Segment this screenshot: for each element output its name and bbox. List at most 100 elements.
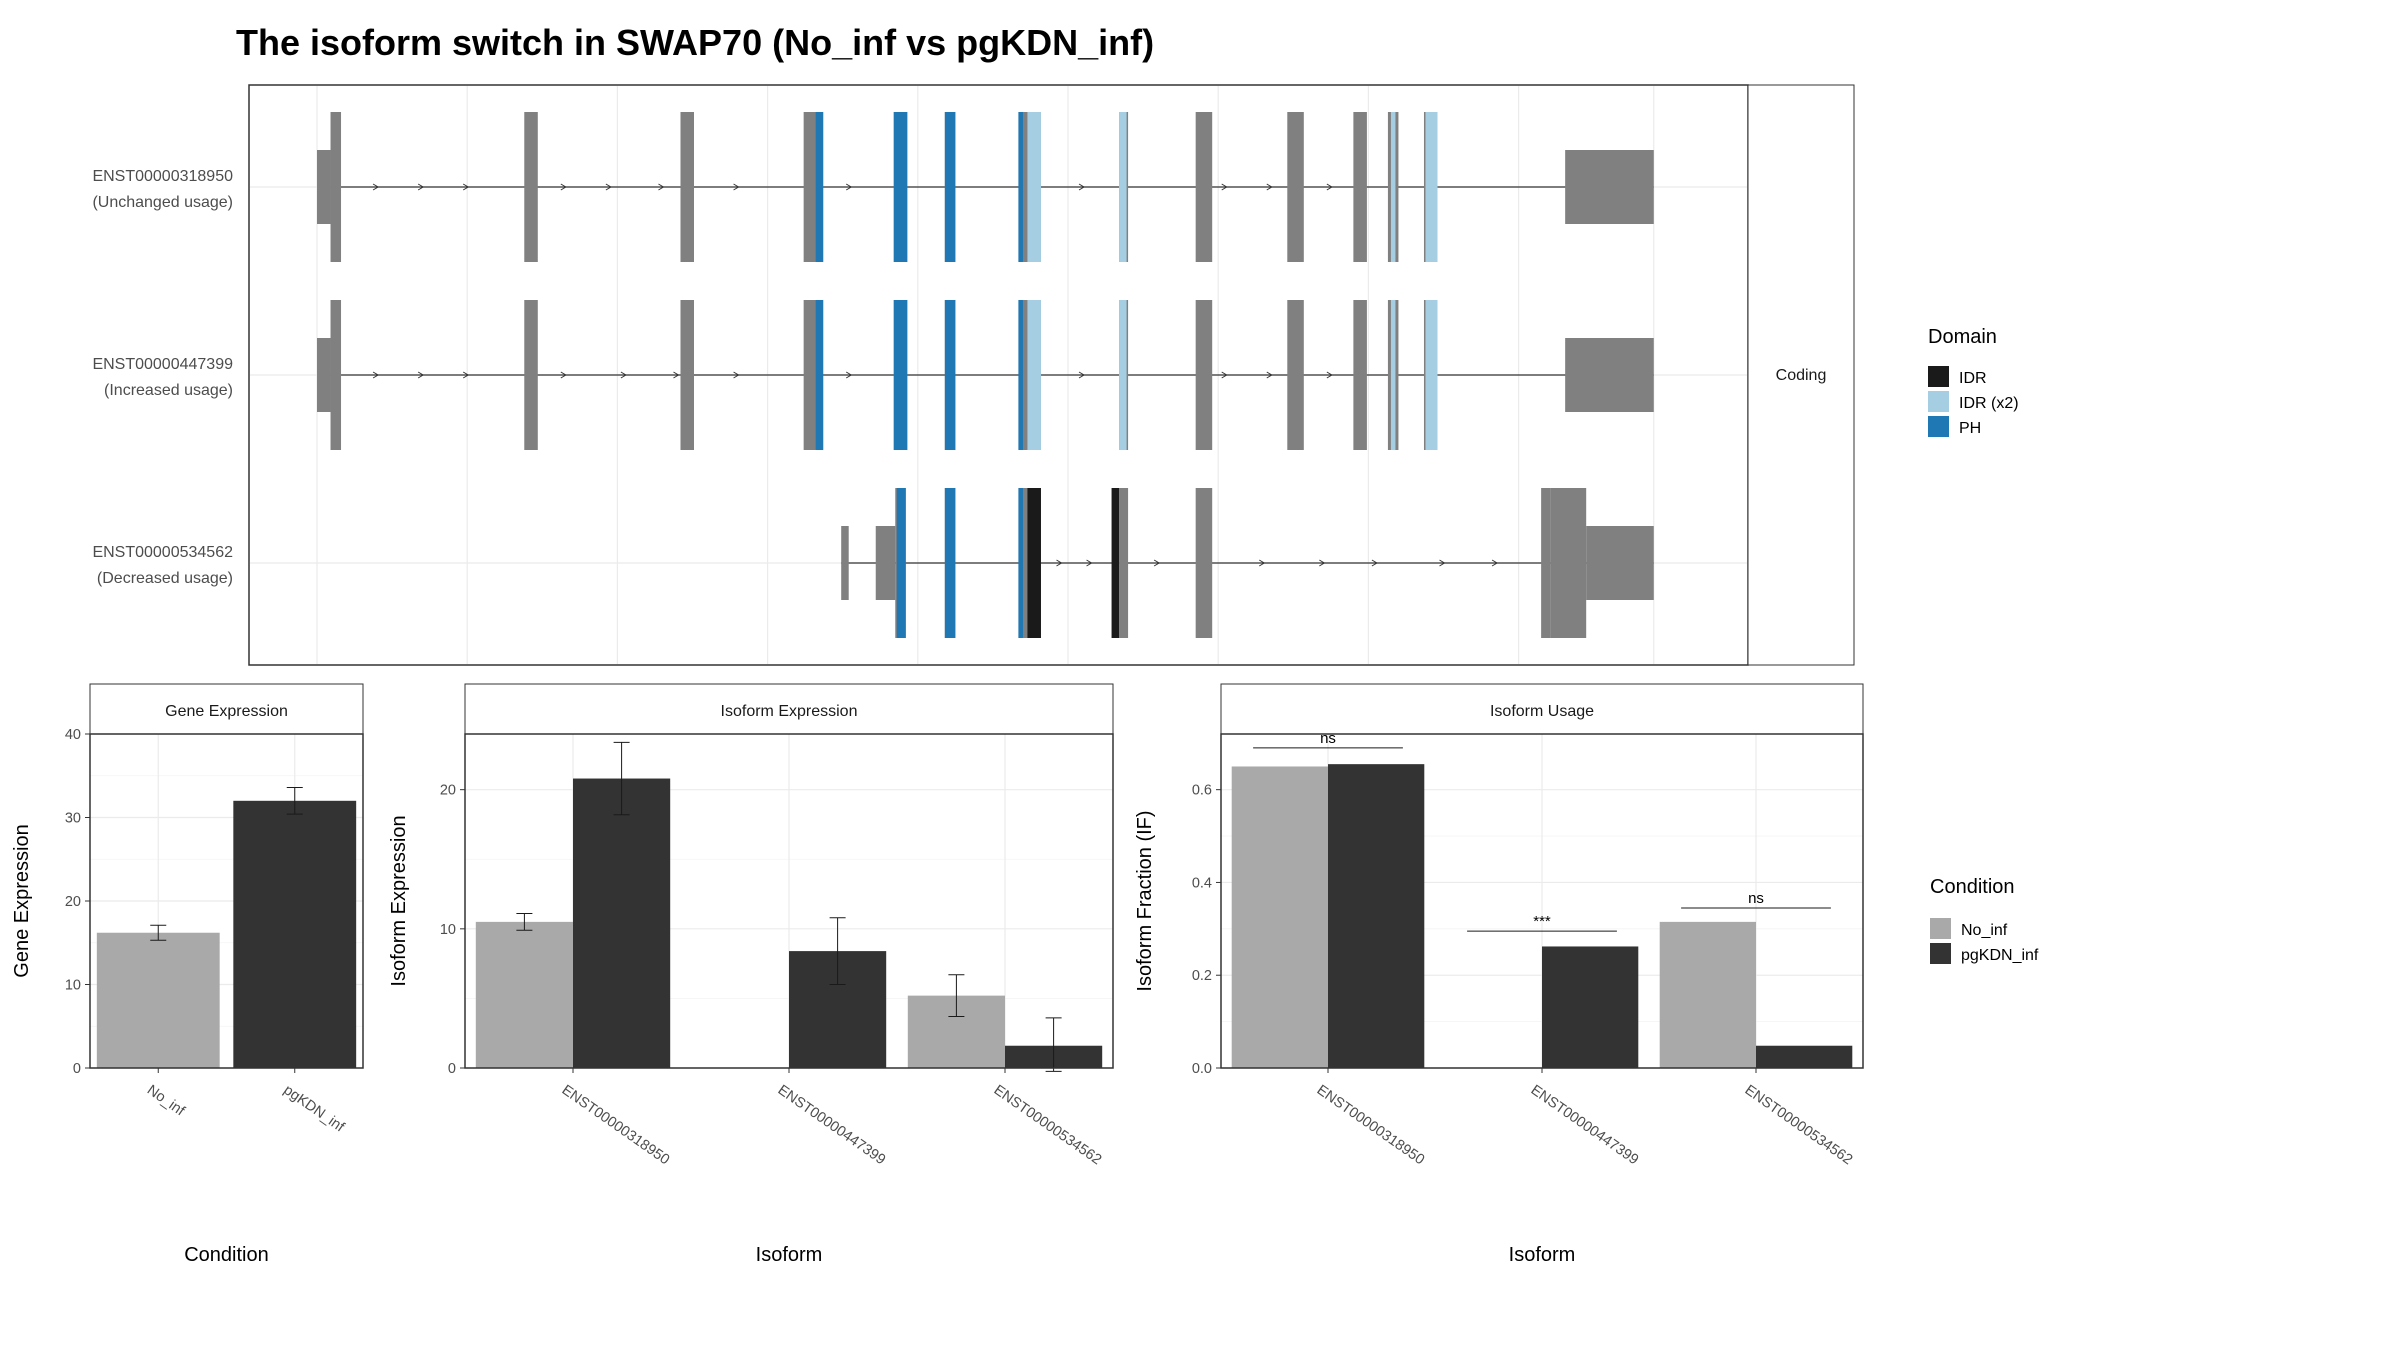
strand-arrow-icon [845, 371, 853, 379]
domain-block [1027, 300, 1041, 450]
condition-legend-label: pgKDN_inf [1961, 947, 2039, 964]
strand-arrow-icon [462, 183, 470, 191]
strand-arrow-icon [673, 371, 680, 379]
strand-arrow-icon [1153, 559, 1161, 567]
isoform-usage-panel: Isoform Usage ns *** ns 0.0 0.2 0.4 0.6 ENST0000… [1134, 683, 1864, 1266]
domain-block [1018, 300, 1023, 450]
bar [573, 778, 671, 1068]
bar [475, 921, 573, 1068]
exon-block [1353, 300, 1367, 450]
strand-arrow-icon [372, 371, 380, 379]
strand-arrow-icon [560, 371, 567, 379]
strand-arrow-icon [1078, 371, 1085, 379]
strand-arrow-icon [605, 183, 612, 191]
condition-legend-swatch [1930, 918, 1951, 939]
strand-arrow-icon [1259, 559, 1266, 567]
gene-expression-panel: Gene Expression 0 10 20 30 40 No_inf pgKDN_inf C… [11, 683, 364, 1266]
utr-block [317, 150, 331, 224]
exon-block [524, 112, 538, 262]
condition-legend: Condition No_inf pgKDN_inf [1930, 876, 2039, 964]
domain-block [1027, 112, 1041, 262]
domain-legend-label: PH [1959, 420, 1981, 437]
exon-block [1541, 488, 1551, 638]
x-axis-title: Condition [184, 1244, 269, 1266]
strand-arrow-icon [658, 183, 665, 191]
y-axis-title: Gene Expression [11, 824, 33, 977]
strand-arrow-icon [1319, 559, 1326, 567]
transcript-id-label: ENST00000318950 [92, 168, 233, 185]
x-tick-label: ENST00000318950 [1314, 1082, 1428, 1168]
exon-block [1353, 112, 1367, 262]
domain-legend-title: Domain [1928, 326, 1997, 348]
y-tick-label: 0.4 [1192, 875, 1212, 891]
strand-arrow-icon [620, 371, 627, 379]
y-tick-label: 0.6 [1192, 783, 1212, 799]
domain-block [944, 112, 956, 262]
x-tick-label: ENST00000534562 [991, 1082, 1105, 1168]
domain-legend-swatch [1928, 416, 1949, 437]
strand-arrow-icon [1086, 559, 1093, 567]
bar [1659, 921, 1756, 1068]
y-axis-title: Isoform Expression [388, 815, 410, 986]
x-tick-label: pgKDN_inf [280, 1082, 347, 1136]
panel-strip [89, 683, 364, 735]
transcript-id-label: ENST00000447399 [92, 356, 233, 373]
utr-block [1565, 150, 1654, 224]
transcript-track: ENST00000447399 (Increased usage) [92, 300, 1654, 450]
panel-strip-label: Isoform Usage [1490, 703, 1594, 720]
strand-arrow-icon [1056, 559, 1063, 567]
transcript-track: ENST00000534562 (Decreased usage) [92, 488, 1654, 638]
strand-arrow-icon [1266, 183, 1273, 191]
transcript-track: ENST00000318950 (Unchanged usage) [92, 112, 1654, 262]
exon-block [1195, 112, 1213, 262]
bar [96, 932, 220, 1068]
domain-block [944, 300, 956, 450]
x-tick-label: ENST00000534562 [1742, 1082, 1856, 1168]
panel-strip-label: Gene Expression [165, 703, 288, 720]
strand-arrow-icon [1266, 371, 1273, 379]
domain-block [1018, 112, 1023, 262]
structure-tracks: ENST00000318950(Unchanged usage)ENST0000… [92, 112, 1654, 638]
domain-block [815, 112, 824, 262]
exon-block [1287, 112, 1304, 262]
exon-block [330, 300, 342, 450]
exon-block [1119, 488, 1129, 638]
domain-block [944, 488, 956, 638]
exon-block [330, 112, 342, 262]
y-tick-label: 20 [65, 894, 81, 910]
strand-arrow-icon [733, 371, 740, 379]
exon-block [1195, 300, 1213, 450]
strand-arrow-icon [372, 183, 380, 191]
significance-label: *** [1533, 913, 1551, 930]
y-tick-label: 0 [73, 1061, 81, 1077]
domain-block [815, 300, 824, 450]
strand-arrow-icon [462, 371, 470, 379]
strand-arrow-icon [733, 183, 740, 191]
domain-block [1425, 300, 1438, 450]
isoform-expression-panel: Isoform Expression 0 10 20 ENST00000318950 EN… [388, 683, 1114, 1266]
domain-block [1425, 112, 1438, 262]
y-tick-label: 40 [65, 727, 81, 743]
domain-block [893, 300, 908, 450]
strand-arrow-icon [1439, 559, 1446, 567]
domain-block [1027, 488, 1041, 638]
strand-arrow-icon [417, 371, 425, 379]
domain-legend-swatch [1928, 366, 1949, 387]
y-tick-label: 20 [440, 783, 456, 799]
exon-block [680, 112, 695, 262]
panel-strip [464, 683, 1114, 735]
condition-legend-title: Condition [1930, 876, 2015, 898]
structure-strip [1747, 84, 1855, 666]
exon-block [1287, 300, 1304, 450]
bar [233, 800, 357, 1068]
strand-arrow-icon [1221, 183, 1228, 191]
condition-legend-swatch [1930, 943, 1951, 964]
y-tick-label: 0.2 [1192, 968, 1212, 984]
x-tick-label: No_inf [144, 1082, 188, 1120]
x-axis-title: Isoform [1509, 1244, 1576, 1266]
x-axis-title: Isoform [756, 1244, 823, 1266]
transcript-usage-label: (Decreased usage) [97, 570, 233, 587]
strand-arrow-icon [1491, 559, 1499, 567]
utr-block [875, 526, 896, 600]
exon-block [1550, 488, 1587, 638]
